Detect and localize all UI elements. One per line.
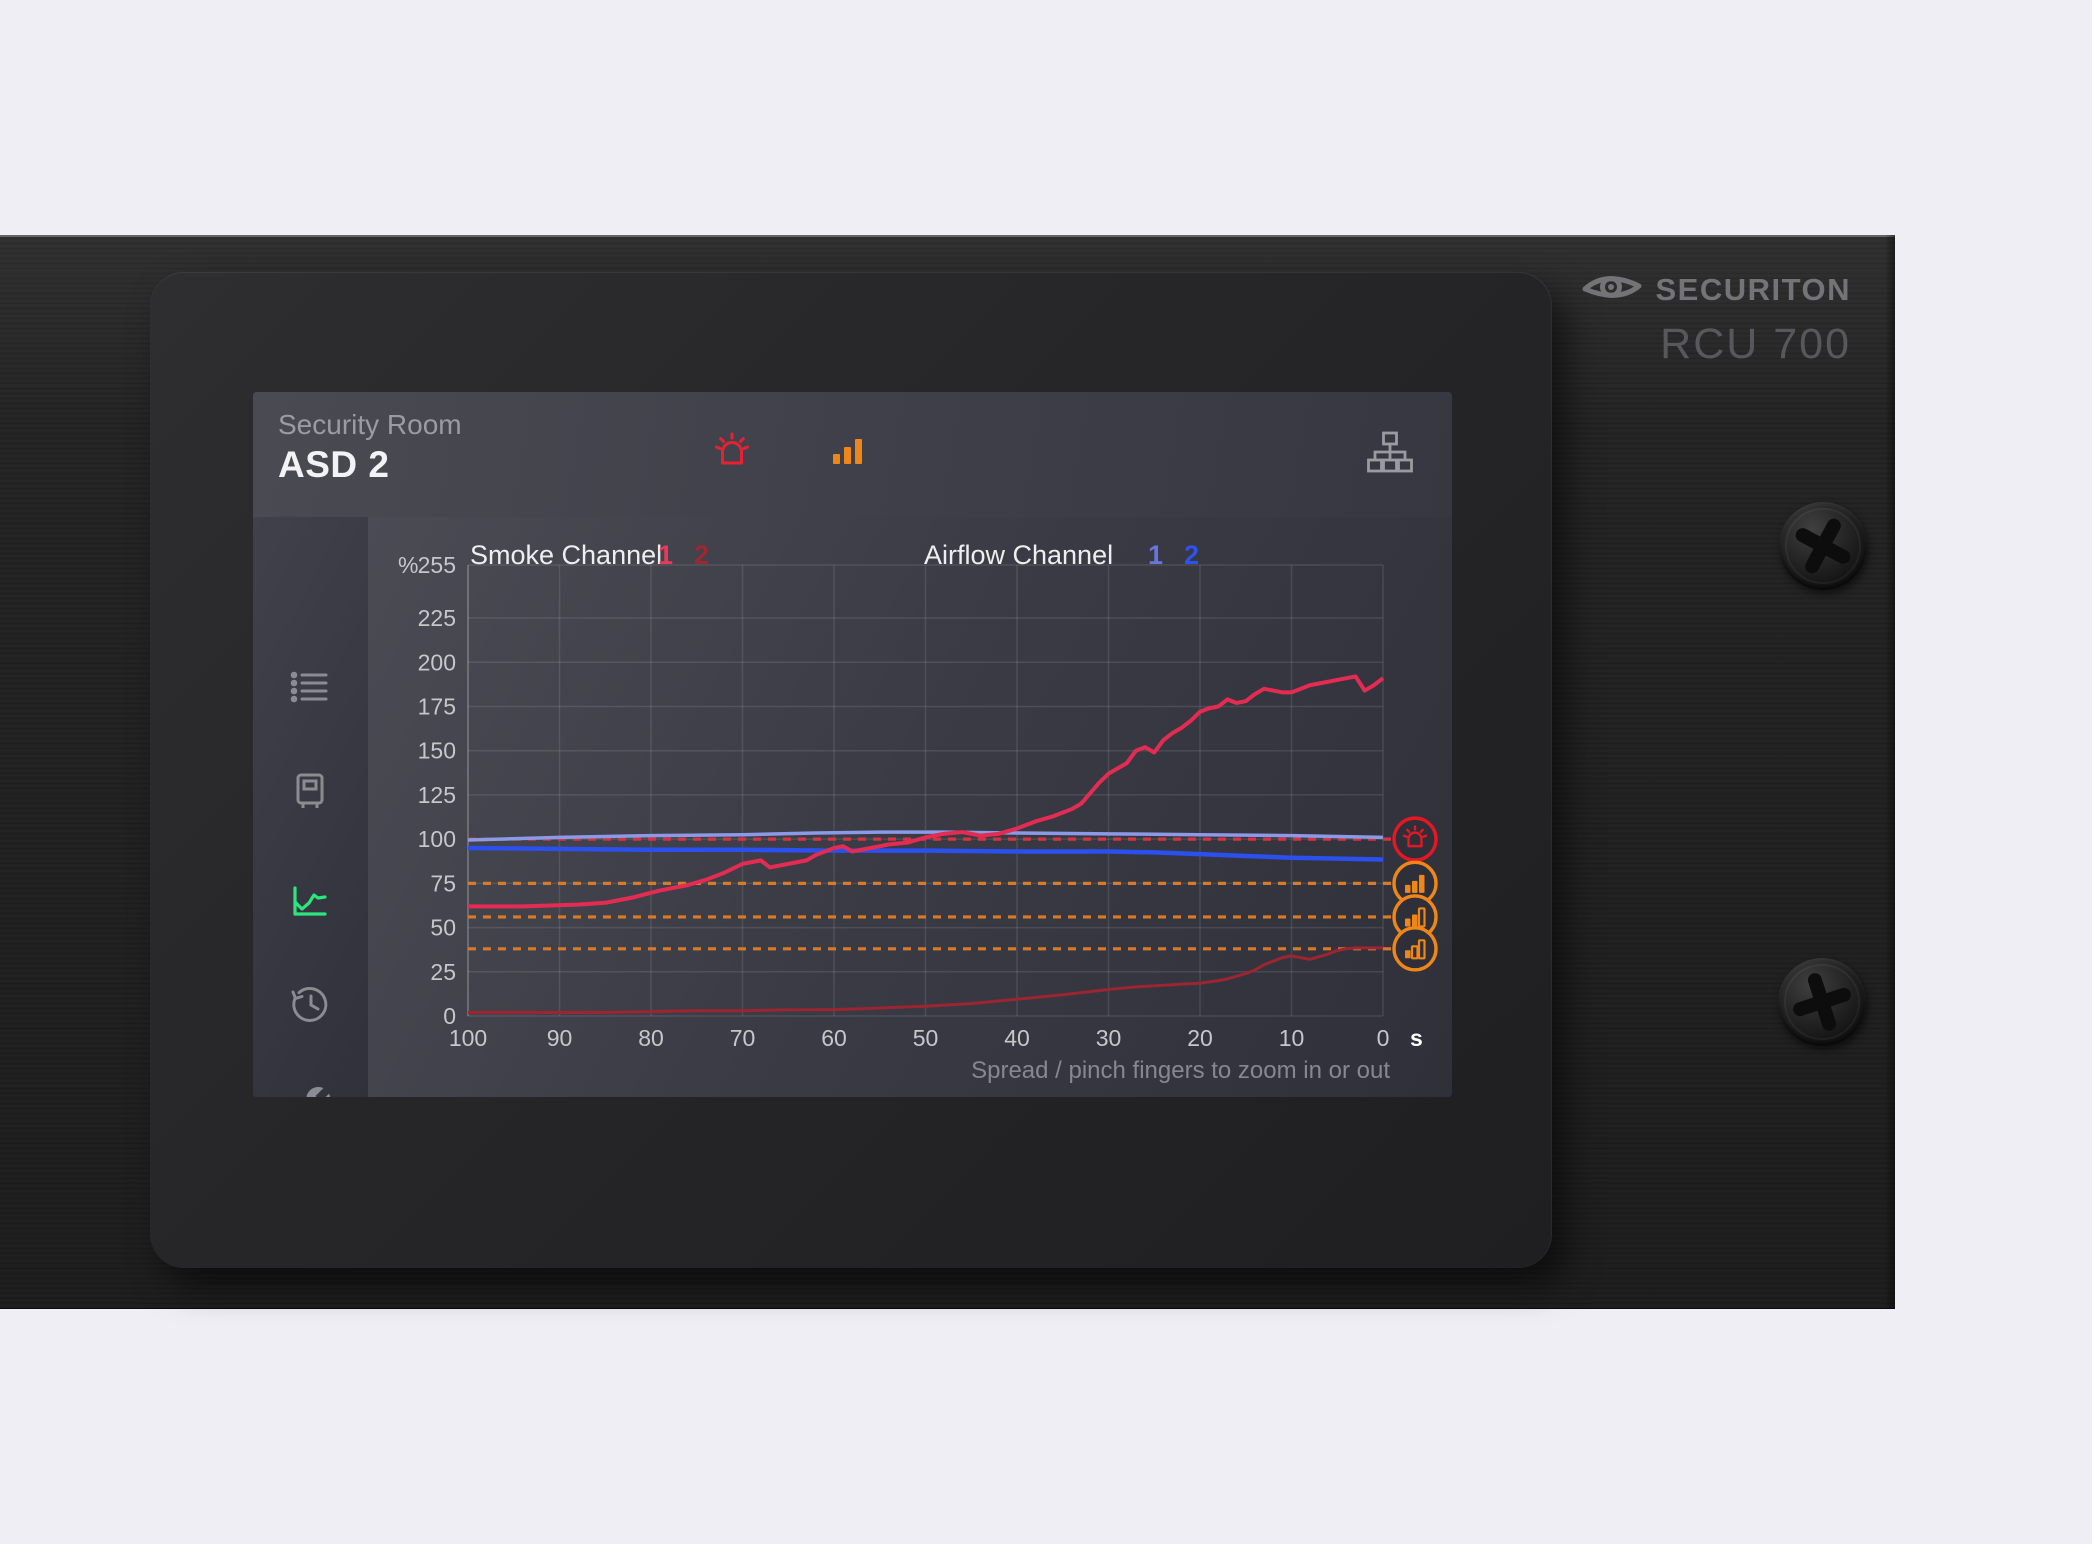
model-name: RCU 700 [1660, 320, 1851, 368]
svg-text:255: 255 [418, 552, 456, 578]
svg-text:125: 125 [418, 782, 456, 808]
x-unit-label: s [1410, 1025, 1423, 1051]
svg-text:0: 0 [443, 1003, 456, 1029]
svg-text:40: 40 [1004, 1025, 1030, 1051]
svg-text:30: 30 [1096, 1025, 1122, 1051]
threshold-lines [468, 837, 1394, 951]
touchscreen[interactable]: Security Room ASD 2 [253, 392, 1452, 1097]
screen-header: Security Room ASD 2 [253, 392, 1452, 517]
airflow-channel-1[interactable]: 1 [1148, 540, 1164, 570]
detector-name: ASD 2 [278, 444, 390, 485]
svg-text:90: 90 [547, 1025, 573, 1051]
trend-chart-panel: 0 25 50 75 100 125 150 175 200 225 255% 100 90 80 70 60… [368, 517, 1452, 1097]
sidebar-nav [253, 517, 368, 1097]
branding: SECURITON RCU 700 [1581, 267, 1851, 369]
series-airflow-2 [467, 845, 1384, 862]
zoom-hint: Spread / pinch fingers to zoom in or out [971, 1057, 1390, 1084]
svg-text:80: 80 [638, 1025, 664, 1051]
svg-text:150: 150 [418, 738, 456, 764]
svg-text:25: 25 [430, 959, 456, 985]
front-bezel: Security Room ASD 2 [150, 272, 1552, 1268]
threshold-badge-pre-alarm-1 [1392, 926, 1438, 972]
svg-text:100: 100 [418, 826, 456, 852]
airflow-channel-label: Airflow Channel [924, 540, 1114, 570]
sidebar-item-history[interactable] [288, 982, 332, 1026]
series-smoke-1 [468, 674, 1385, 909]
svg-text:50: 50 [430, 915, 456, 941]
svg-text:225: 225 [418, 605, 456, 631]
sidebar-item-detector[interactable] [288, 769, 332, 813]
sidebar-item-event-list[interactable] [288, 665, 332, 709]
series-smoke-2 [468, 946, 1383, 1014]
svg-text:%: % [398, 552, 418, 578]
smoke-channel-1[interactable]: 1 [658, 540, 674, 570]
svg-text:60: 60 [821, 1025, 847, 1051]
smoke-channel-2[interactable]: 2 [694, 540, 710, 570]
series-airflow-1 [467, 830, 1384, 842]
svg-text:100: 100 [449, 1025, 487, 1051]
svg-text:70: 70 [730, 1025, 756, 1051]
svg-text:10: 10 [1279, 1025, 1305, 1051]
svg-text:175: 175 [418, 693, 456, 719]
threshold-badge-pre-alarm-3 [1392, 860, 1438, 907]
location-label: Security Room [278, 409, 462, 440]
rcu-700-device: SECURITON RCU 700 Security Room ASD 2 [0, 235, 1895, 1309]
smoke-level-bars-icon [824, 428, 872, 476]
sidebar-item-trend-chart[interactable] [288, 879, 332, 923]
threshold-badge-alarm [1392, 816, 1438, 862]
screw-top [1779, 502, 1867, 590]
alarm-beacon-icon [708, 428, 756, 476]
eye-icon [1581, 267, 1643, 312]
svg-text:20: 20 [1187, 1025, 1213, 1051]
network-icon[interactable] [1366, 428, 1414, 476]
chart-legend: Smoke Channel 1 2 Airflow Channel 1 2 [368, 540, 1452, 572]
svg-text:0: 0 [1377, 1025, 1390, 1051]
screw-bottom [1778, 958, 1866, 1046]
sidebar-item-settings[interactable] [288, 1085, 332, 1097]
svg-text:50: 50 [913, 1025, 939, 1051]
brand-name: SECURITON [1655, 271, 1851, 307]
svg-text:200: 200 [418, 649, 456, 675]
svg-text:75: 75 [430, 870, 456, 896]
airflow-channel-2[interactable]: 2 [1184, 540, 1200, 570]
smoke-channel-label: Smoke Channel [470, 540, 663, 570]
